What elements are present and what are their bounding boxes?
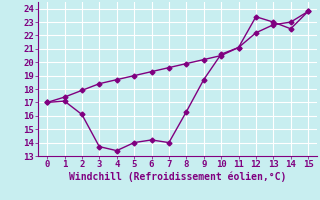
X-axis label: Windchill (Refroidissement éolien,°C): Windchill (Refroidissement éolien,°C): [69, 172, 286, 182]
